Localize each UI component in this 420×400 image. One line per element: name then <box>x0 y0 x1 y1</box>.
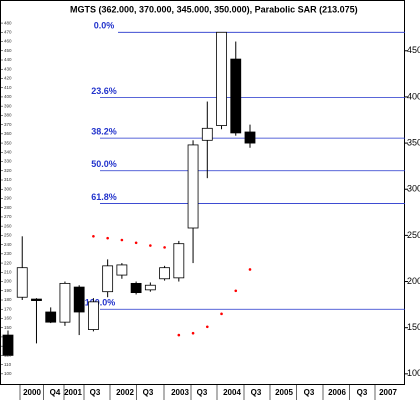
fib-label: 50.0% <box>91 159 117 169</box>
x-tick-label: 2002 <box>116 388 134 397</box>
candle-body <box>173 243 185 279</box>
sar-dot <box>177 333 181 337</box>
left-tick-label: 200 <box>4 279 12 284</box>
candle-body <box>216 31 227 126</box>
candle-body <box>102 265 114 293</box>
fib-label: 0.0% <box>94 21 115 31</box>
left-tick-label: 460 <box>4 39 12 44</box>
fib-label: 100.0% <box>85 298 116 308</box>
left-tick-label: 440 <box>4 57 12 62</box>
y-tick-label: 350 <box>407 137 420 147</box>
sar-dot <box>248 268 252 271</box>
candle-body <box>130 282 142 294</box>
left-tick-label: 300 <box>4 186 12 191</box>
left-tick-label: 110 <box>4 362 12 367</box>
candle-body <box>16 267 28 298</box>
left-tick-label: 420 <box>4 76 12 81</box>
left-tick-label: 210 <box>4 269 12 274</box>
sar-dot <box>149 244 152 247</box>
left-tick-label: 370 <box>4 122 12 127</box>
sar-dot <box>120 238 124 242</box>
x-tick-label: 2001 <box>64 388 82 397</box>
left-tick-label: 250 <box>4 233 12 238</box>
x-tick-label: 2006 <box>328 388 346 397</box>
x-tick-label: 2000 <box>23 388 41 397</box>
left-tick-label: 180 <box>4 297 12 302</box>
left-tick-label: 450 <box>4 48 12 53</box>
x-tick-label: Q3 <box>251 388 262 397</box>
left-tick-label: 230 <box>4 251 12 256</box>
left-tick-label: 310 <box>4 177 12 182</box>
left-tick-label: 150 <box>4 325 12 330</box>
left-tick-label: 350 <box>4 140 12 145</box>
left-tick-label: 190 <box>4 288 12 293</box>
fib-label: 38.2% <box>91 126 117 136</box>
left-tick-label: 270 <box>4 214 12 219</box>
candle-body <box>244 131 256 144</box>
sar-dot <box>134 241 138 245</box>
candle-body <box>159 267 170 280</box>
x-tick-label: 2003 <box>171 388 189 397</box>
candle-body <box>59 282 71 323</box>
candle-body <box>73 286 85 313</box>
x-tick-label: Q4 <box>50 388 61 397</box>
left-tick-label: 220 <box>4 260 12 265</box>
plot-frame <box>0 0 405 385</box>
left-tick-label: 380 <box>4 113 12 118</box>
fib-label: 23.6% <box>91 86 117 96</box>
fib-label: 61.8% <box>91 192 117 202</box>
left-tick-label: 430 <box>4 66 12 71</box>
left-tick-label: 470 <box>4 29 12 34</box>
candle-body <box>116 264 128 276</box>
x-tick-label: Q3 <box>90 388 101 397</box>
sar-dot <box>106 236 109 240</box>
left-tick-label: 260 <box>4 223 12 228</box>
y-tick-label: 300 <box>407 184 420 194</box>
x-tick-label: Q3 <box>143 388 154 397</box>
x-tick-label: 2004 <box>223 388 241 397</box>
candle-body <box>45 311 57 323</box>
sar-dot <box>92 235 95 238</box>
candle-body <box>230 58 242 134</box>
candle-body <box>187 144 199 229</box>
left-tick-label: 280 <box>4 205 12 210</box>
left-tick-label: 160 <box>4 316 12 321</box>
sar-dot <box>163 246 166 249</box>
candle-body <box>88 301 99 330</box>
left-tick-label: 320 <box>4 168 12 173</box>
left-tick-label: 330 <box>4 159 12 164</box>
left-tick-label: 240 <box>4 242 12 247</box>
left-tick-label: 290 <box>4 196 12 201</box>
left-tick-label: 100 <box>4 371 12 376</box>
sar-dot <box>191 331 195 335</box>
left-tick-label: 400 <box>4 94 12 99</box>
y-tick-label: 400 <box>407 91 420 101</box>
y-tick-label: 250 <box>407 230 420 240</box>
left-tick-label: 390 <box>4 103 12 108</box>
x-tick-label: Q3 <box>357 388 368 397</box>
left-tick-label: 170 <box>4 306 12 311</box>
chart-title: MGTS (362.000, 370.000, 345.000, 350.000… <box>70 4 358 14</box>
candle-body <box>144 284 156 291</box>
left-tick-label: 340 <box>4 149 12 154</box>
candle-body <box>2 334 14 356</box>
x-tick-label: 2007 <box>379 388 397 397</box>
left-tick-label: 410 <box>4 85 12 90</box>
sar-dot <box>234 289 238 293</box>
sar-dot <box>220 312 223 316</box>
sar-dot <box>205 325 209 329</box>
x-tick-label: Q3 <box>197 388 208 397</box>
left-tick-label: 360 <box>4 131 12 136</box>
y-tick-label: 450 <box>407 45 420 55</box>
y-tick-label: 150 <box>407 322 420 332</box>
x-tick-label: 2005 <box>275 388 293 397</box>
y-tick-label: 100 <box>407 368 420 378</box>
x-tick-label: Q3 <box>304 388 315 397</box>
candle-body <box>201 127 213 141</box>
y-tick-label: 200 <box>407 276 420 286</box>
left-tick-label: 480 <box>4 20 12 25</box>
candle-body <box>31 298 42 301</box>
